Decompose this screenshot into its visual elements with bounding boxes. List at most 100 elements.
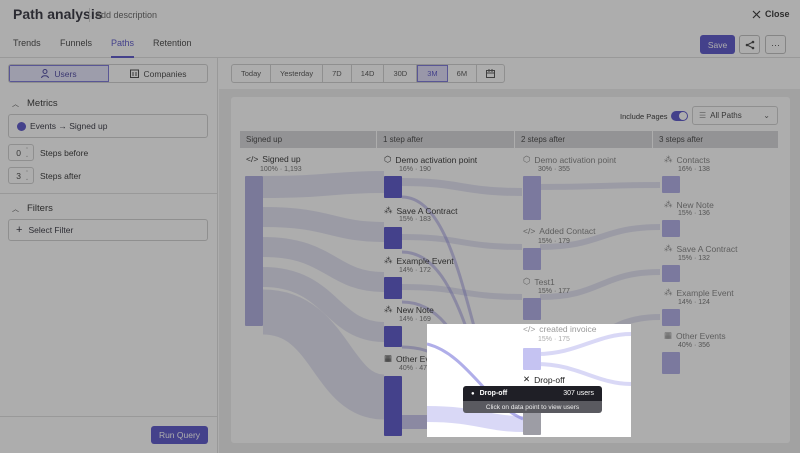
select-filter-button[interactable]: + Select Filter <box>8 219 208 241</box>
more-button[interactable]: ··· <box>765 35 786 54</box>
node-bar[interactable] <box>384 227 402 249</box>
share-button[interactable] <box>739 35 760 54</box>
date-range-picker: Today Yesterday 7D 14D 30D 3M 6M <box>231 64 506 83</box>
node-bar[interactable] <box>523 176 541 220</box>
node-bar[interactable] <box>662 176 680 193</box>
metrics-header[interactable]: ︿ Metrics <box>12 98 58 109</box>
title-divider <box>89 8 90 22</box>
node-stat: 15% · 132 <box>678 255 710 262</box>
node-other-events-3[interactable]: ▦ Other Events <box>664 330 726 341</box>
node-stat: 14% · 124 <box>678 299 710 306</box>
tooltip-label: Drop-off <box>479 390 508 397</box>
drop-off-bar[interactable] <box>523 412 541 435</box>
tooltip-value: 307 users <box>563 390 594 397</box>
tab-funnels[interactable]: Funnels <box>60 38 93 48</box>
node-bar[interactable] <box>662 352 680 374</box>
click-icon: ⁂ <box>664 154 673 164</box>
header: Path analysis Add description Close <box>0 0 800 30</box>
node-bar[interactable] <box>523 298 541 320</box>
node-demo-activation-2[interactable]: ⬡ Demo activation point <box>523 154 617 165</box>
filters-header[interactable]: ︿ Filters <box>12 203 53 214</box>
node-other-events-1[interactable]: ▦ Other Events <box>384 353 446 364</box>
node-stat: 15% · 136 <box>678 210 710 217</box>
tab-retention[interactable]: Retention <box>153 38 192 48</box>
close-icon <box>752 10 761 18</box>
include-pages-toggle[interactable]: Include Pages <box>620 111 688 121</box>
tooltip-dot: ● <box>471 390 475 397</box>
building-icon <box>129 69 139 78</box>
calendar-icon <box>486 69 496 78</box>
node-bar[interactable] <box>384 376 402 436</box>
close-button[interactable]: Close <box>752 9 790 19</box>
date-3m[interactable]: 3M <box>417 65 448 82</box>
node-bar[interactable] <box>384 277 402 299</box>
date-yesterday[interactable]: Yesterday <box>271 65 324 82</box>
sidebar: Users Companies ︿ Metrics Events → Signe… <box>0 58 218 453</box>
click-icon: ⁂ <box>384 205 393 215</box>
node-bar[interactable] <box>384 176 402 198</box>
node-stat: 30% · 355 <box>538 166 570 173</box>
cube-icon: ⬡ <box>384 154 392 164</box>
node-new-note-3[interactable]: ⁂ New Note <box>664 199 714 210</box>
metric-selector[interactable]: Events → Signed up <box>8 114 208 138</box>
calendar-button[interactable] <box>477 65 504 82</box>
run-query-button[interactable]: Run Query <box>151 426 208 444</box>
toggle-switch[interactable] <box>670 111 688 121</box>
save-button[interactable]: Save <box>700 35 735 54</box>
cube-icon: ⬡ <box>523 154 531 164</box>
cube-icon: ⬡ <box>523 276 531 286</box>
node-example-event-3[interactable]: ⁂ Example Event <box>664 287 734 298</box>
footer-divider <box>0 416 218 417</box>
node-example-event-1[interactable]: ⁂ Example Event <box>384 255 454 266</box>
node-bar[interactable] <box>662 265 680 282</box>
date-today[interactable]: Today <box>232 65 272 82</box>
grid-icon: ▦ <box>384 353 393 363</box>
steps-before-label: Steps before <box>40 148 89 158</box>
node-contacts-3[interactable]: ⁂ Contacts <box>664 154 711 165</box>
node-stat: 40% · 479 <box>399 365 431 372</box>
code-icon: </> <box>246 154 259 164</box>
node-bar[interactable] <box>523 248 541 270</box>
paths-select[interactable]: ☰ All Paths ⌄ <box>692 106 778 125</box>
node-new-note-1[interactable]: ⁂ New Note <box>384 304 434 315</box>
node-bar[interactable] <box>245 176 263 326</box>
tab-trends[interactable]: Trends <box>13 38 41 48</box>
node-stat: 100% · 1,193 <box>260 166 302 173</box>
node-bar[interactable] <box>523 348 541 370</box>
node-created-invoice-2[interactable]: </> created invoice <box>523 324 597 334</box>
date-14d[interactable]: 14D <box>352 65 385 82</box>
metrics-title: Metrics <box>27 98 58 109</box>
companies-label: Companies <box>143 68 187 79</box>
click-icon: ⁂ <box>384 304 393 314</box>
node-signed-up[interactable]: </> Signed up <box>246 154 301 164</box>
date-6m[interactable]: 6M <box>448 65 478 82</box>
tab-paths[interactable]: Paths <box>111 38 135 58</box>
node-drop-off[interactable]: ✕ Drop-off <box>523 374 565 385</box>
date-7d[interactable]: 7D <box>323 65 352 82</box>
node-stat: 15% · 183 <box>399 216 431 223</box>
node-demo-activation-1[interactable]: ⬡ Demo activation point <box>384 154 478 165</box>
metric-event-label: Events → Signed up <box>30 121 108 131</box>
node-bar[interactable] <box>662 309 680 326</box>
user-icon <box>41 69 50 78</box>
more-icon: ··· <box>771 39 780 50</box>
tooltip: ● Drop-off 307 users Click on data point t… <box>463 386 602 413</box>
node-added-contact-2[interactable]: </> Added Contact <box>523 226 596 236</box>
node-bar[interactable] <box>384 326 402 347</box>
description-input[interactable]: Add description <box>95 10 158 20</box>
companies-toggle[interactable]: Companies <box>109 65 207 82</box>
users-toggle[interactable]: Users <box>9 65 109 82</box>
tooltip-hint: Click on data point to view users <box>463 401 602 413</box>
node-test1-2[interactable]: ⬡ Test1 <box>523 276 555 287</box>
metric-color-dot <box>17 121 26 131</box>
column-header-2: 2 steps after <box>515 131 652 148</box>
node-save-contract-3[interactable]: ⁂ Save A Contract <box>664 243 738 254</box>
node-stat: 15% · 175 <box>538 336 570 343</box>
node-save-contract-1[interactable]: ⁂ Save A Contract <box>384 205 458 216</box>
steps-after-label: Steps after <box>40 171 82 181</box>
column-header-0: Signed up <box>240 131 376 148</box>
date-30d[interactable]: 30D <box>384 65 418 82</box>
steps-before-stepper[interactable]: 0 <box>8 144 34 161</box>
steps-after-stepper[interactable]: 3 <box>8 167 34 184</box>
node-bar[interactable] <box>662 220 680 237</box>
